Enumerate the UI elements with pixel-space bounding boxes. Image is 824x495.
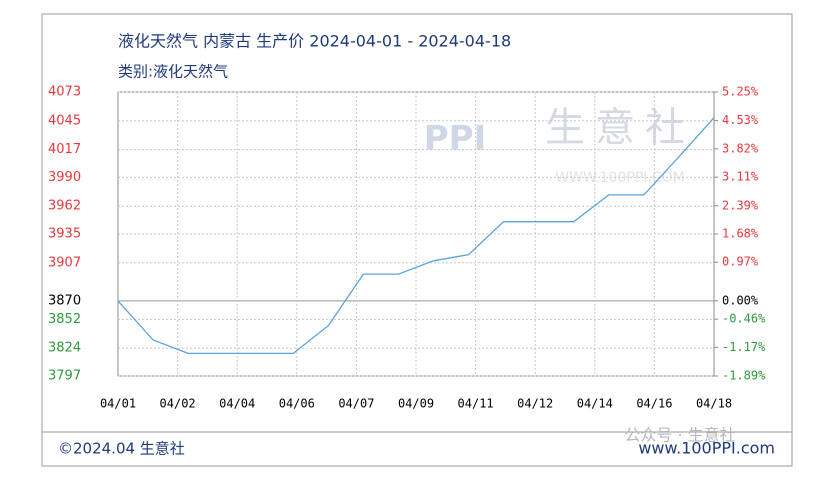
- x-tick-label: 04/14: [577, 397, 613, 411]
- x-tick-label: 04/12: [517, 397, 553, 411]
- chart-subtitle: 类别:液化天然气: [118, 63, 228, 81]
- y2-tick-label: 3.11%: [722, 170, 759, 184]
- x-tick-label: 04/07: [338, 397, 374, 411]
- y2-tick-label: -1.17%: [722, 340, 766, 354]
- y-tick-label: 3852: [48, 312, 81, 327]
- y-tick-label: 3870: [48, 293, 81, 308]
- y-tick-label: 3824: [48, 341, 81, 356]
- y-tick-label: 3990: [48, 170, 81, 185]
- chart-title: 液化天然气 内蒙古 生产价 2024-04-01 - 2024-04-18: [118, 32, 511, 51]
- x-tick-label: 04/09: [398, 397, 434, 411]
- y-tick-label: 4045: [48, 113, 81, 128]
- x-tick-label: 04/01: [100, 397, 136, 411]
- watermark-name: 生意社: [545, 105, 695, 151]
- footer-overlay: 公众号 · 生意社: [624, 426, 735, 445]
- y2-tick-label: 2.39%: [722, 198, 759, 212]
- y-tick-label: 3935: [48, 227, 81, 242]
- y2-tick-label: 1.68%: [722, 227, 759, 241]
- footer-copyright: ©2024.04 生意社: [58, 440, 185, 458]
- x-tick-label: 04/18: [696, 397, 732, 411]
- y2-tick-label: 0.97%: [722, 255, 759, 269]
- y2-tick-label: 0.00%: [722, 293, 759, 307]
- x-tick-label: 04/11: [458, 397, 494, 411]
- y-tick-label: 4017: [48, 142, 81, 157]
- watermark-logo: PPI: [424, 119, 487, 159]
- x-tick-label: 04/16: [636, 397, 672, 411]
- watermark-url: WWW.100PPI.COM: [555, 170, 684, 186]
- x-tick-label: 04/06: [279, 397, 315, 411]
- y-tick-label: 3907: [48, 255, 81, 270]
- y-tick-label: 3962: [48, 199, 81, 214]
- y2-tick-label: 3.82%: [722, 141, 759, 155]
- x-tick-label: 04/02: [160, 397, 196, 411]
- y2-tick-label: -0.46%: [722, 312, 766, 326]
- y2-tick-label: 5.25%: [722, 85, 759, 99]
- y2-tick-label: 4.53%: [722, 113, 759, 127]
- x-tick-label: 04/04: [219, 397, 255, 411]
- y2-tick-label: -1.89%: [722, 369, 766, 383]
- y-tick-label: 3797: [48, 369, 81, 384]
- y-tick-label: 4073: [48, 85, 81, 100]
- footer-site: www.100PPI.com: [638, 439, 775, 458]
- series-line: [117, 117, 715, 355]
